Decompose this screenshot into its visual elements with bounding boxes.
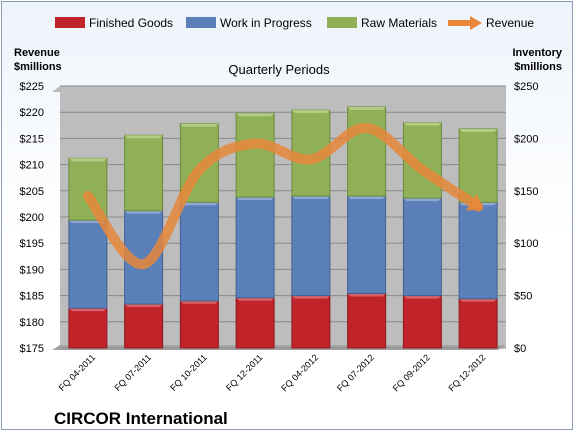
right-axis-ticks: $0 $50 $100 $150 $200 $250	[514, 81, 538, 355]
right-axis-title-line2: $millions	[514, 61, 562, 73]
category-label: FQ 04-2011	[57, 352, 98, 393]
bar-segment-top	[68, 158, 107, 162]
legend-swatch-raw-materials	[327, 17, 357, 28]
bars	[68, 106, 498, 349]
legend-label-raw-materials: Raw Materials	[361, 16, 437, 30]
legend: Finished Goods Work in Progress Raw Mate…	[55, 16, 534, 30]
bar-segment-top	[347, 106, 386, 110]
bar-segment-top	[403, 198, 442, 202]
bar-segment-top	[180, 202, 219, 206]
bar-segment-top	[403, 122, 442, 126]
bar-segment	[124, 303, 164, 349]
bar-segment	[235, 196, 275, 299]
bar-segment	[68, 219, 108, 309]
left-tick-label: $190	[20, 264, 44, 276]
right-axis-title-line1: Inventory	[512, 47, 562, 59]
plot-title: Quarterly Periods	[228, 62, 330, 77]
bar-segment-top	[236, 197, 275, 201]
right-tick-label: $150	[514, 186, 538, 198]
revenue-arrowhead	[465, 193, 484, 211]
bar-segment-top	[291, 295, 330, 299]
bar-segment-top	[291, 196, 330, 200]
right-tick-label: $100	[514, 238, 538, 250]
category-label: FQ 09-2012	[391, 352, 432, 393]
bar-segment-top	[347, 293, 386, 297]
legend-swatch-revenue	[448, 16, 482, 30]
bar-segment	[235, 112, 275, 198]
bar-segment	[235, 297, 275, 349]
left-tick-label: $215	[20, 133, 44, 145]
left-tick-label: $200	[20, 212, 44, 224]
left-tick-label: $225	[20, 81, 44, 93]
bar-segment-top	[459, 128, 498, 132]
bar-segment	[68, 307, 108, 349]
right-tick-label: $250	[514, 81, 538, 93]
revenue-line	[82, 122, 484, 270]
category-label: FQ 10-2011	[168, 352, 209, 393]
bar-segment-top	[180, 300, 219, 304]
left-axis-title-line2: $millions	[14, 61, 62, 73]
revenue-line-path	[82, 122, 484, 270]
category-label: FQ 07-2012	[335, 352, 376, 393]
category-label: FQ 12-2012	[447, 352, 488, 393]
category-label: FQ 07-2011	[112, 352, 153, 393]
bar-segment-top	[124, 135, 163, 139]
legend-label-work-in-progress: Work in Progress	[220, 16, 312, 30]
bar-segment-top	[124, 210, 163, 214]
left-tick-label: $205	[20, 186, 44, 198]
bar-segment	[179, 201, 219, 302]
bar-segment	[347, 293, 387, 349]
bar-segment-top	[236, 113, 275, 117]
bar-segment-top	[459, 298, 498, 302]
bar-segment-top	[180, 123, 219, 127]
bar-segment	[291, 295, 331, 349]
legend-swatch-finished-goods	[55, 17, 85, 28]
left-tick-label: $210	[20, 160, 44, 172]
bar-segment-top	[236, 297, 275, 301]
left-axis-ticks: $175 $180 $185 $190 $195 $200 $205 $210 $215 $220…	[20, 81, 44, 355]
category-label: FQ 12-2011	[224, 352, 265, 393]
category-label: FQ 04-2012	[279, 352, 320, 393]
legend-label-revenue: Revenue	[486, 16, 534, 30]
bar-segment-top	[347, 196, 386, 200]
category-labels: FQ 04-2011 FQ 07-2011 FQ 10-2011 FQ 12-2011…	[57, 352, 488, 393]
bar-segment	[347, 106, 387, 197]
bar-segment	[291, 195, 331, 297]
bar-segment	[402, 197, 442, 297]
bar-segment	[458, 201, 498, 300]
company-name: CIRCOR International	[54, 409, 228, 428]
bar-segment	[402, 295, 442, 349]
bar-segment	[458, 298, 498, 349]
bar-segment-top	[403, 295, 442, 299]
legend-label-finished-goods: Finished Goods	[89, 16, 173, 30]
bar-segment-top	[68, 308, 107, 312]
bar-segment	[458, 128, 498, 203]
left-tick-label: $195	[20, 238, 44, 250]
legend-swatch-work-in-progress	[186, 17, 216, 28]
bar-segment-top	[124, 303, 163, 307]
left-tick-label: $185	[20, 291, 44, 303]
right-tick-label: $50	[514, 291, 532, 303]
left-tick-label: $180	[20, 317, 44, 329]
bar-segment	[347, 195, 387, 295]
left-axis-title-line1: Revenue	[14, 47, 60, 59]
bar-segment	[124, 134, 164, 212]
bar-segment	[179, 300, 219, 349]
left-tick-label: $220	[20, 107, 44, 119]
bar-segment-top	[291, 110, 330, 114]
left-tick-label: $175	[20, 343, 44, 355]
right-tick-label: $200	[514, 133, 538, 145]
right-tick-label: $0	[514, 343, 526, 355]
